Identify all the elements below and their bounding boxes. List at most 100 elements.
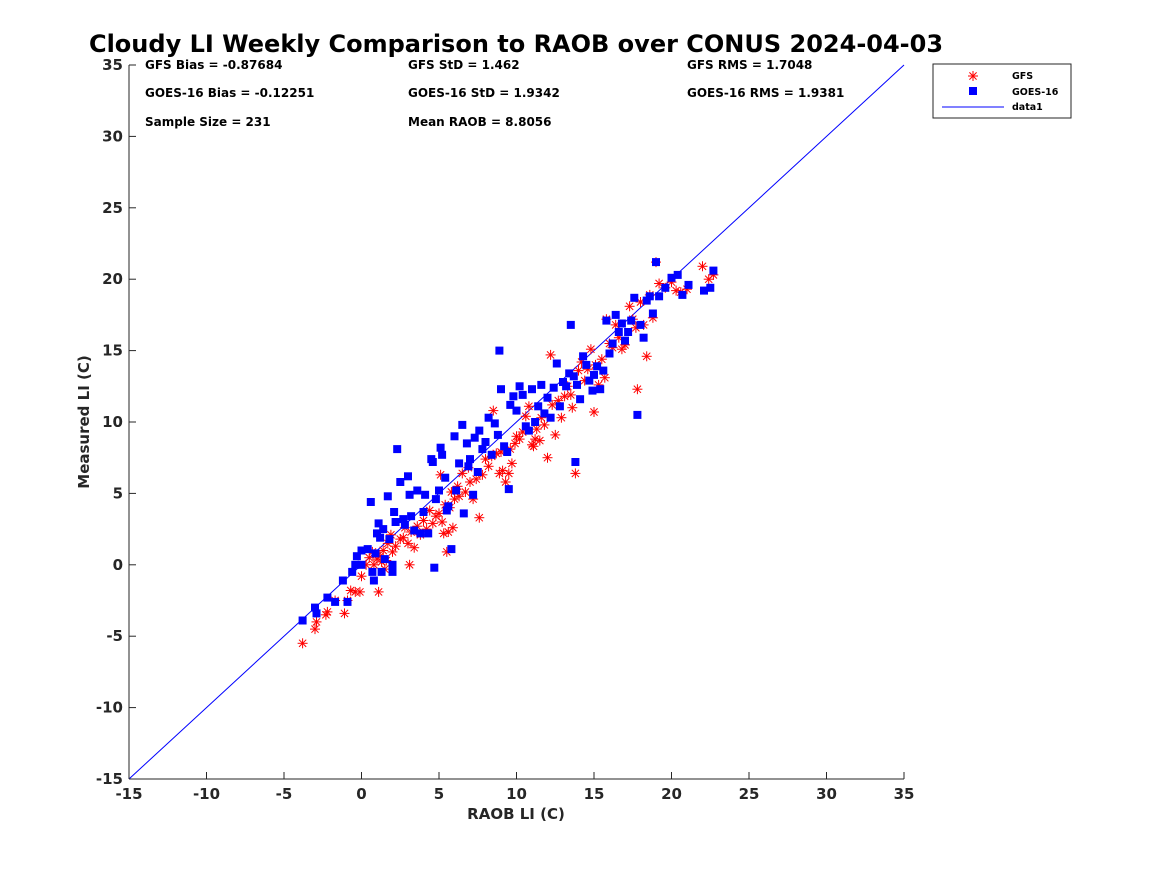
x-tick-label: -5	[276, 785, 293, 803]
gfs-point	[447, 522, 458, 533]
goes16-point	[383, 492, 392, 501]
goes16-point	[466, 455, 474, 464]
goes16-point	[667, 273, 676, 282]
goes16-point	[475, 426, 484, 435]
goes16-point	[377, 567, 386, 576]
goes16-point	[374, 519, 383, 528]
goes16-point	[621, 336, 629, 345]
goes16-point	[371, 549, 380, 558]
goes16-point	[357, 546, 366, 555]
goes16-point	[645, 292, 654, 301]
gfs-point	[404, 559, 415, 570]
gfs-point	[427, 518, 438, 529]
goes16-point	[590, 370, 598, 379]
y-tick-label: 0	[113, 556, 123, 574]
gfs-point	[589, 407, 599, 417]
goes16-point	[627, 316, 636, 325]
gfs-point	[310, 624, 320, 635]
goes16-point	[393, 445, 402, 454]
stat-gfs-std: GFS StD = 1.462	[408, 58, 520, 72]
stat-gfs-bias: GFS Bias = -0.87684	[145, 58, 282, 72]
goes16-point	[673, 270, 682, 279]
gfs-point	[585, 344, 596, 355]
goes16-point	[430, 563, 439, 572]
gfs-point	[378, 545, 389, 556]
gfs-point	[567, 402, 578, 413]
gfs-point	[596, 354, 607, 365]
gfs-point	[520, 411, 531, 422]
gfs-point	[559, 391, 570, 402]
x-tick-label: 25	[739, 785, 760, 803]
goes16-point	[655, 292, 664, 301]
gfs-point	[373, 586, 384, 597]
y-tick-label: -10	[96, 699, 123, 717]
goes16-point	[617, 319, 626, 328]
legend-goes16-label: GOES-16	[1012, 87, 1059, 98]
goes16-point	[391, 518, 400, 526]
goes16-point	[421, 490, 430, 499]
goes16-point	[504, 485, 513, 494]
goes16-point	[450, 432, 459, 441]
y-tick-label: -5	[106, 627, 123, 645]
y-tick-label: 5	[113, 484, 123, 502]
gfs-point	[510, 438, 520, 449]
gfs-point	[531, 424, 542, 435]
goes16-point	[405, 490, 414, 499]
goes16-point	[579, 352, 588, 361]
gfs-point	[565, 389, 576, 400]
gfs-point	[697, 261, 708, 272]
identity-line	[128, 64, 905, 780]
goes16-point	[473, 468, 482, 476]
goes16-point	[462, 439, 471, 448]
x-tick-label: 5	[434, 785, 444, 803]
goes16-point	[630, 293, 639, 302]
y-tick-label: 10	[102, 413, 123, 431]
goes16-point	[407, 512, 416, 521]
goes16-point	[323, 593, 332, 602]
y-tick-label: 35	[102, 56, 123, 74]
goes16-point	[376, 533, 385, 542]
goes16-point	[684, 280, 693, 289]
goes16-point	[652, 258, 660, 267]
y-tick-label: 30	[102, 127, 123, 145]
goes16-series	[298, 258, 718, 625]
gfs-point	[539, 419, 550, 430]
goes16-point	[585, 376, 594, 385]
gfs-point	[547, 399, 558, 410]
goes16-point	[709, 266, 718, 275]
goes16-point	[369, 576, 378, 585]
gfs-point	[483, 461, 494, 472]
x-tick-label: -15	[115, 785, 142, 803]
goes16-point	[624, 328, 633, 336]
goes16-point	[413, 486, 422, 495]
legend-gfs-label: GFS	[1012, 71, 1033, 82]
plot-area	[128, 64, 905, 780]
gfs-point	[368, 559, 379, 570]
goes16-point	[363, 545, 372, 554]
goes16-point	[524, 426, 533, 435]
goes16-point	[484, 413, 493, 422]
goes16-point	[469, 490, 478, 499]
goes16-point	[419, 508, 428, 516]
goes16-point	[410, 526, 419, 535]
goes16-point	[368, 567, 377, 576]
goes16-point	[351, 560, 360, 569]
legend: GFS GOES-16 data1	[932, 63, 1072, 119]
gfs-point	[322, 606, 333, 617]
goes16-point	[503, 448, 512, 456]
gfs-point	[556, 412, 567, 423]
identity-line-group	[128, 64, 905, 780]
gfs-point	[339, 608, 350, 619]
goes16-point	[298, 616, 307, 625]
goes16-point	[490, 419, 499, 428]
x-tick-label: 20	[661, 785, 682, 803]
goes16-point	[400, 520, 409, 529]
goes16-point	[633, 410, 642, 419]
goes16-point	[573, 380, 581, 389]
gfs-point	[616, 344, 627, 355]
goes16-point	[566, 320, 575, 329]
goes16-point	[366, 498, 375, 506]
goes16-point	[706, 283, 715, 292]
goes16-point	[431, 495, 440, 504]
